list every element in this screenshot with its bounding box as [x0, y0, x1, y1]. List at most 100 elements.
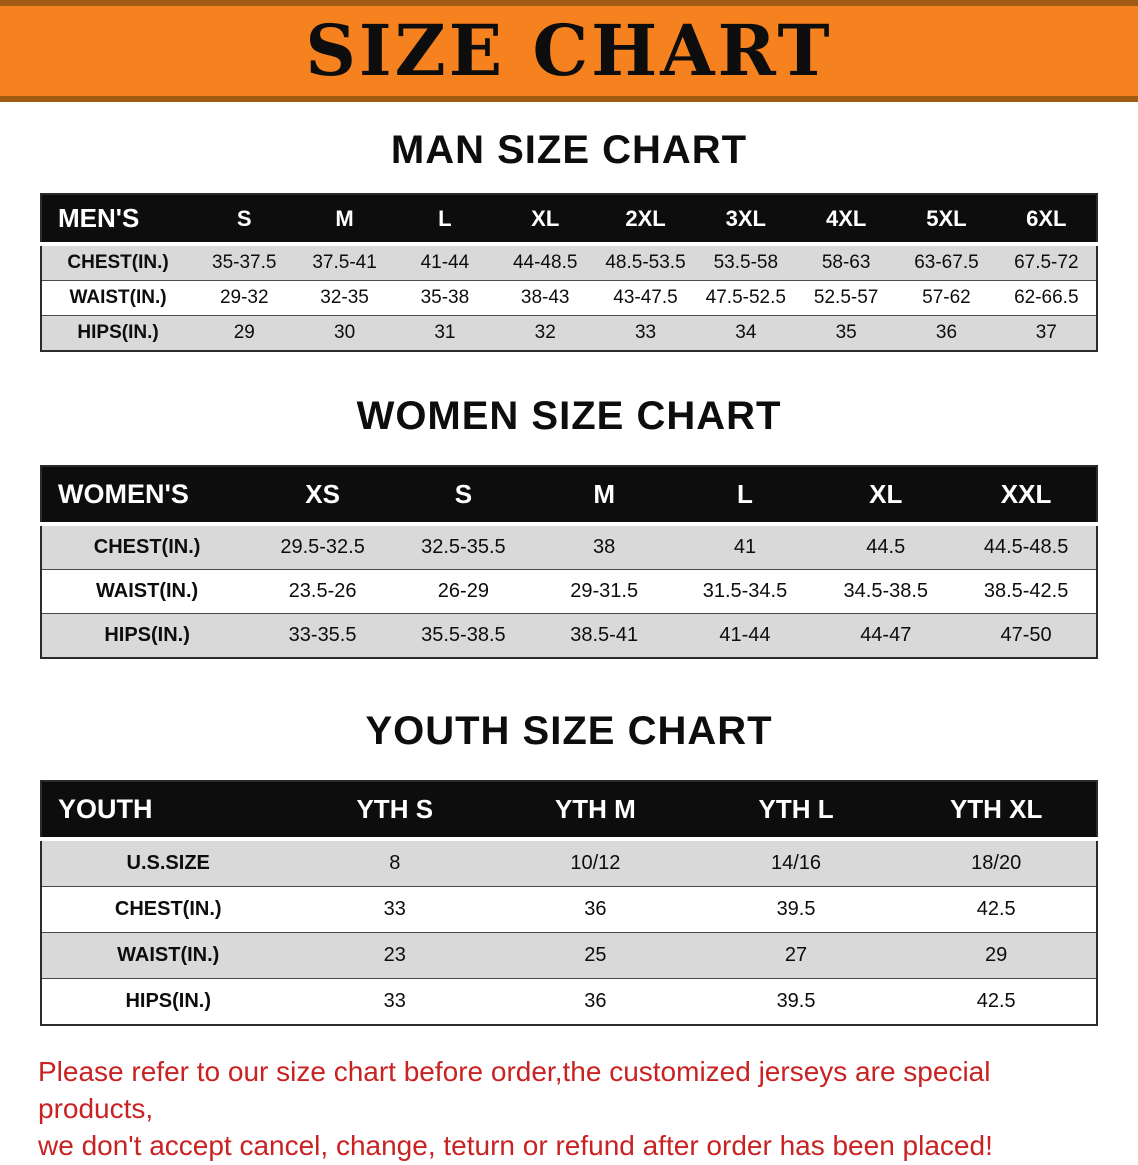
size-cell: 41: [674, 523, 816, 570]
men-waist-row: WAIST(IN.) 29-32 32-35 35-38 38-43 43-47…: [41, 280, 1097, 316]
size-cell: 38: [533, 523, 675, 570]
size-cell: 63-67.5: [896, 243, 997, 281]
size-cell: 32: [495, 315, 596, 351]
men-section-heading: MAN SIZE CHART: [390, 128, 748, 172]
size-header-cell: XXL: [956, 466, 1097, 526]
men-chest-row: CHEST(IN.) 35-37.5 37.5-41 41-44 44-48.5…: [41, 243, 1097, 281]
size-chart-banner: SIZE CHART: [0, 0, 1138, 102]
size-cell: 33-35.5: [252, 613, 393, 658]
size-cell: 23.5-26: [252, 569, 393, 614]
disclaimer-line-1: Please refer to our size chart before or…: [38, 1056, 991, 1124]
size-header-cell: S: [194, 194, 295, 246]
men-hips-row: HIPS(IN.) 29 30 31 32 33 34 35 36 37: [41, 315, 1097, 351]
youth-ussize-row: U.S.SIZE 8 10/12 14/16 18/20: [41, 838, 1097, 887]
size-header-cell: YTH XL: [896, 781, 1097, 841]
size-cell: 31.5-34.5: [674, 569, 816, 614]
disclaimer-line-2: we don't accept cancel, change, teturn o…: [38, 1129, 993, 1161]
size-header-cell: 4XL: [795, 194, 897, 246]
size-cell: 25: [495, 932, 696, 979]
women-chest-row: CHEST(IN.) 29.5-32.5 32.5-35.5 38 41 44.…: [41, 523, 1097, 570]
row-label: U.S.SIZE: [41, 838, 295, 887]
size-cell: 44-47: [815, 613, 957, 658]
youth-chest-row: CHEST(IN.) 33 36 39.5 42.5: [41, 886, 1097, 933]
size-cell: 18/20: [896, 838, 1097, 887]
size-cell: 67.5-72: [996, 243, 1097, 281]
men-header-row: MEN'S S M L XL 2XL 3XL 4XL 5XL 6XL: [41, 194, 1097, 246]
size-cell: 29-31.5: [533, 569, 675, 614]
size-header-cell: 5XL: [896, 194, 997, 246]
youth-waist-row: WAIST(IN.) 23 25 27 29: [41, 932, 1097, 979]
row-label: HIPS(IN.): [41, 978, 295, 1025]
size-cell: 47-50: [956, 613, 1097, 658]
youth-header-row: YOUTH YTH S YTH M YTH L YTH XL: [41, 781, 1097, 841]
size-cell: 23: [294, 932, 496, 979]
size-cell: 35: [795, 315, 897, 351]
size-cell: 37.5-41: [294, 243, 395, 281]
size-header-cell: L: [674, 466, 816, 526]
size-cell: 52.5-57: [795, 280, 897, 316]
men-table-title: MEN'S: [41, 194, 195, 246]
row-label: HIPS(IN.): [41, 315, 195, 351]
size-cell: 27: [695, 932, 897, 979]
size-header-cell: YTH L: [695, 781, 897, 841]
size-cell: 35.5-38.5: [392, 613, 534, 658]
size-cell: 29: [896, 932, 1097, 979]
row-label: WAIST(IN.): [41, 569, 253, 614]
size-cell: 8: [294, 838, 496, 887]
youth-size-table: YOUTH YTH S YTH M YTH L YTH XL U.S.SIZE …: [40, 780, 1098, 1026]
youth-hips-row: HIPS(IN.) 33 36 39.5 42.5: [41, 978, 1097, 1025]
size-cell: 10/12: [495, 838, 696, 887]
disclaimer-note: Please refer to our size chart before or…: [38, 1054, 1100, 1165]
women-size-table: WOMEN'S XS S M L XL XXL CHEST(IN.) 29.5-…: [40, 465, 1098, 659]
size-header-cell: XS: [252, 466, 393, 526]
size-cell: 31: [394, 315, 496, 351]
size-cell: 43-47.5: [595, 280, 696, 316]
row-label: CHEST(IN.): [41, 243, 195, 281]
youth-table-title: YOUTH: [41, 781, 295, 841]
page-title: SIZE CHART: [305, 9, 833, 92]
row-label: CHEST(IN.): [41, 886, 295, 933]
size-cell: 36: [896, 315, 997, 351]
size-header-cell: 6XL: [996, 194, 1097, 246]
size-cell: 38.5-41: [533, 613, 675, 658]
women-hips-row: HIPS(IN.) 33-35.5 35.5-38.5 38.5-41 41-4…: [41, 613, 1097, 658]
women-section-heading: WOMEN SIZE CHART: [356, 394, 782, 438]
size-header-cell: YTH M: [495, 781, 696, 841]
men-size-table: MEN'S S M L XL 2XL 3XL 4XL 5XL 6XL CHEST…: [40, 193, 1098, 352]
size-cell: 32.5-35.5: [392, 523, 534, 570]
size-cell: 44.5: [815, 523, 957, 570]
size-cell: 33: [294, 978, 496, 1025]
size-cell: 58-63: [795, 243, 897, 281]
size-header-cell: S: [392, 466, 534, 526]
size-cell: 37: [996, 315, 1097, 351]
size-header-cell: L: [394, 194, 496, 246]
size-cell: 38-43: [495, 280, 596, 316]
youth-section-heading: YOUTH SIZE CHART: [365, 709, 773, 753]
size-cell: 35-38: [394, 280, 496, 316]
size-cell: 34: [695, 315, 796, 351]
size-cell: 32-35: [294, 280, 395, 316]
size-header-cell: YTH S: [294, 781, 496, 841]
size-cell: 35-37.5: [194, 243, 295, 281]
size-cell: 48.5-53.5: [595, 243, 696, 281]
size-cell: 38.5-42.5: [956, 569, 1097, 614]
size-header-cell: XL: [815, 466, 957, 526]
size-cell: 47.5-52.5: [695, 280, 796, 316]
women-waist-row: WAIST(IN.) 23.5-26 26-29 29-31.5 31.5-34…: [41, 569, 1097, 614]
size-cell: 34.5-38.5: [815, 569, 957, 614]
size-header-cell: XL: [495, 194, 596, 246]
size-header-cell: 2XL: [595, 194, 696, 246]
size-header-cell: M: [294, 194, 395, 246]
size-cell: 41-44: [394, 243, 496, 281]
size-cell: 44.5-48.5: [956, 523, 1097, 570]
size-cell: 29: [194, 315, 295, 351]
size-cell: 36: [495, 886, 696, 933]
size-cell: 53.5-58: [695, 243, 796, 281]
size-cell: 41-44: [674, 613, 816, 658]
women-header-row: WOMEN'S XS S M L XL XXL: [41, 466, 1097, 526]
size-cell: 39.5: [695, 886, 897, 933]
size-cell: 26-29: [392, 569, 534, 614]
women-table-title: WOMEN'S: [41, 466, 253, 526]
row-label: WAIST(IN.): [41, 932, 295, 979]
size-cell: 57-62: [896, 280, 997, 316]
